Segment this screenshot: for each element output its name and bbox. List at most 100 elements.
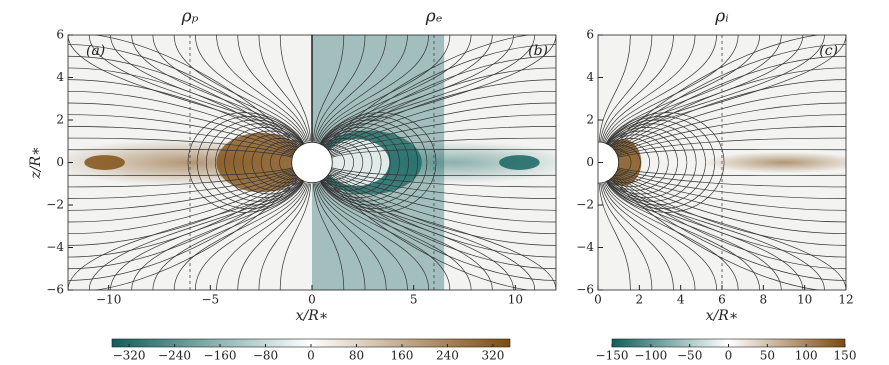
star xyxy=(291,141,333,184)
field-line xyxy=(605,162,716,210)
field-line xyxy=(68,79,296,151)
field-line xyxy=(224,162,307,198)
field-line xyxy=(602,134,669,163)
colorbar-tick-label: 80 xyxy=(349,349,364,363)
field-line xyxy=(317,130,391,163)
brown-band xyxy=(701,151,846,174)
field-line xyxy=(194,35,307,143)
field-line xyxy=(602,162,669,191)
field-line xyxy=(312,35,345,142)
field-line xyxy=(617,169,846,199)
field-line xyxy=(607,181,782,290)
x-tick-label: −5 xyxy=(201,293,219,307)
field-line xyxy=(187,162,304,213)
colorbar-tick-label: 0 xyxy=(307,349,315,363)
field-line xyxy=(258,35,310,142)
field-line xyxy=(598,183,631,290)
star xyxy=(598,141,620,184)
colorbar-tick-label: 0 xyxy=(725,349,733,363)
field-line xyxy=(318,35,451,143)
colorbar-tick-label: 100 xyxy=(795,349,818,363)
colorbar-tick-label: 150 xyxy=(834,349,857,363)
y-tick-label: 0 xyxy=(56,155,64,169)
field-line xyxy=(233,130,307,163)
field-line xyxy=(215,162,306,202)
field-line xyxy=(319,115,428,163)
field-line xyxy=(216,183,308,290)
colorbar-tick-label: 160 xyxy=(391,349,414,363)
panel-label: (b) xyxy=(528,43,548,59)
y-tick-label: 4 xyxy=(56,70,64,84)
field-line xyxy=(314,35,366,142)
field-line xyxy=(317,162,400,198)
field-line xyxy=(600,183,653,290)
field-line xyxy=(279,183,312,290)
field-line xyxy=(196,115,305,163)
field-line xyxy=(68,102,295,153)
brown-island xyxy=(84,155,125,170)
field-line xyxy=(601,35,674,142)
x-tick-label: 0 xyxy=(594,293,602,307)
field-line xyxy=(616,102,846,153)
field-line xyxy=(316,162,382,191)
y-tick-label: 4 xyxy=(586,70,594,84)
field-line xyxy=(173,35,306,143)
x-tick-label: 8 xyxy=(760,293,768,307)
field-line xyxy=(316,35,408,142)
field-line xyxy=(316,134,382,163)
field-line xyxy=(604,182,739,290)
field-line xyxy=(330,169,556,199)
field-line xyxy=(196,162,305,210)
field-line xyxy=(242,162,308,191)
field-line xyxy=(318,182,451,290)
y-tick-label: 2 xyxy=(56,113,64,127)
field-line xyxy=(233,162,307,195)
y-tick-label: 6 xyxy=(586,28,594,42)
field-line xyxy=(316,183,408,290)
field-line xyxy=(318,123,409,163)
teal-island xyxy=(499,155,540,170)
field-line xyxy=(216,35,308,142)
field-line xyxy=(617,148,846,158)
field-line xyxy=(314,183,366,290)
field-line xyxy=(224,127,307,163)
field-line xyxy=(68,167,293,177)
y-tick-label: 0 xyxy=(586,155,594,169)
field-line xyxy=(319,181,472,290)
field-line xyxy=(600,35,653,142)
white-hole xyxy=(324,139,390,186)
field-line xyxy=(68,176,298,270)
field-line xyxy=(317,127,400,163)
field-line xyxy=(315,183,387,290)
y-tick-label: −2 xyxy=(46,198,64,212)
field-line xyxy=(604,162,697,202)
field-line xyxy=(317,162,391,195)
field-line xyxy=(598,35,631,142)
field-line xyxy=(323,179,536,290)
panel-label: (a) xyxy=(86,43,105,59)
field-line xyxy=(68,169,294,199)
field-line xyxy=(617,167,846,177)
x-tick-label: 5 xyxy=(410,293,418,307)
field-line xyxy=(606,162,725,213)
colorbar-tick-label: 240 xyxy=(436,349,459,363)
field-line xyxy=(602,35,696,142)
field-line xyxy=(328,174,556,246)
field-line xyxy=(258,183,310,290)
field-line xyxy=(603,162,688,198)
field-line xyxy=(603,127,688,163)
x-tick-label: 4 xyxy=(677,293,685,307)
field-line xyxy=(187,112,304,163)
field-line xyxy=(326,55,556,149)
field-line xyxy=(237,183,309,290)
field-line xyxy=(315,35,387,142)
colorbar-tick-label: −320 xyxy=(113,349,146,363)
x-axis-label: x/R∗ xyxy=(706,308,739,324)
field-line xyxy=(242,134,308,163)
field-line xyxy=(606,35,761,144)
x-axis-label: x/R∗ xyxy=(296,308,329,324)
field-line xyxy=(215,123,306,163)
x-tick-label: 10 xyxy=(508,293,523,307)
plot-area xyxy=(68,35,556,290)
